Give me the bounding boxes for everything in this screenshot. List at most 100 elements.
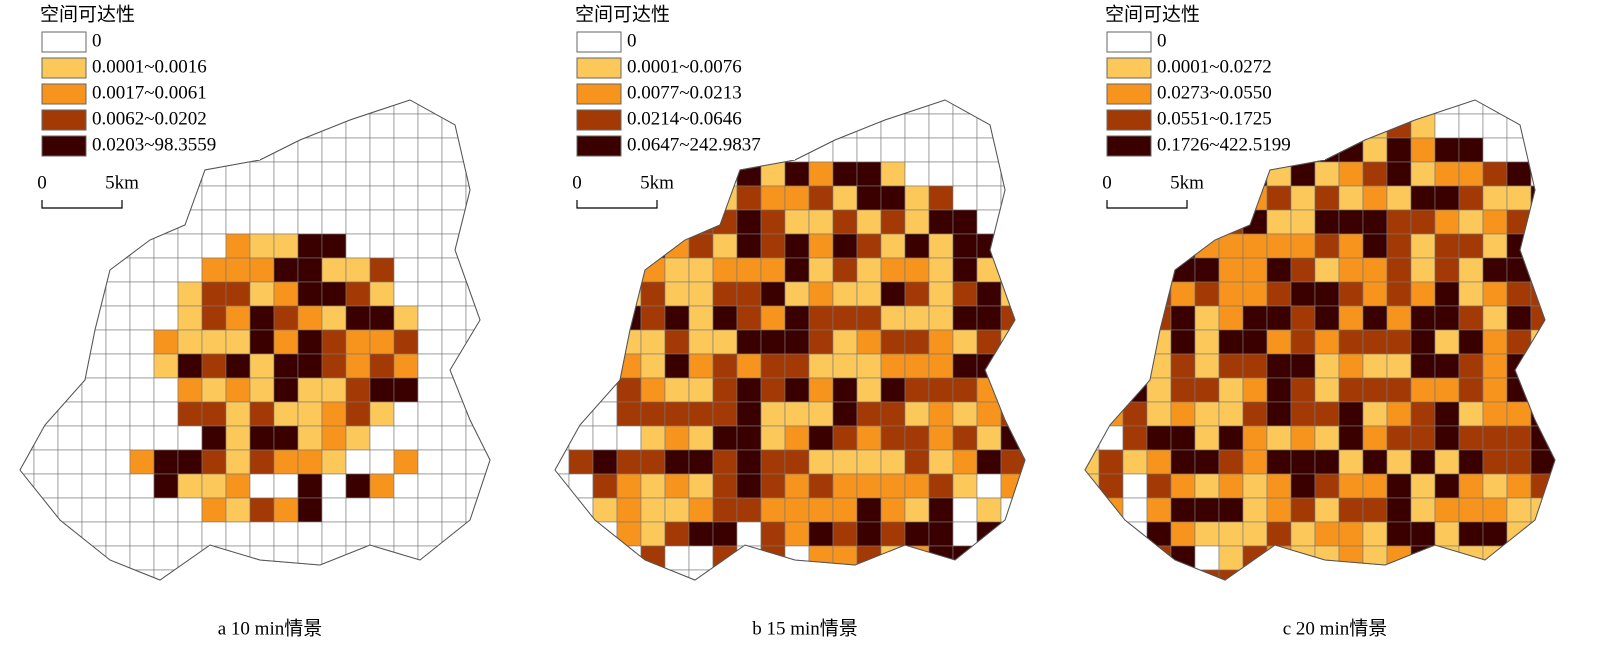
district [1434, 473, 1460, 499]
district [1338, 161, 1364, 187]
district [297, 425, 323, 451]
district [1085, 425, 1100, 451]
district [592, 545, 618, 571]
district [345, 353, 371, 379]
district [568, 377, 594, 403]
district [153, 497, 179, 523]
district [1242, 425, 1268, 451]
district [616, 233, 642, 259]
district [321, 257, 347, 283]
district [33, 497, 59, 523]
district [249, 353, 275, 379]
district [1410, 377, 1436, 403]
district [1290, 497, 1316, 523]
district [297, 497, 323, 523]
district [593, 594, 617, 618]
district [298, 594, 322, 618]
district [345, 425, 371, 451]
district [201, 545, 227, 571]
district [489, 569, 490, 580]
district [1024, 377, 1025, 403]
district [1122, 257, 1148, 283]
district [297, 281, 323, 307]
district [1290, 449, 1316, 475]
district [880, 185, 906, 211]
district [81, 545, 107, 571]
district [1554, 473, 1555, 499]
map-border [554, 99, 1026, 581]
district [1410, 257, 1436, 283]
district [1098, 377, 1124, 403]
district [1506, 185, 1532, 211]
district [832, 233, 858, 259]
district [1434, 137, 1460, 163]
district [808, 377, 834, 403]
district [249, 281, 275, 307]
district [977, 594, 1001, 618]
district [712, 257, 738, 283]
district [20, 569, 35, 580]
district [489, 449, 490, 475]
district [345, 401, 371, 427]
district [369, 473, 395, 499]
district [1242, 401, 1268, 427]
district [81, 233, 107, 259]
district [1242, 521, 1268, 547]
district [297, 353, 323, 379]
district [832, 473, 858, 499]
map-border [19, 99, 491, 581]
district [345, 329, 371, 355]
district [1170, 473, 1196, 499]
district [1242, 473, 1268, 499]
district [736, 545, 762, 571]
district [273, 305, 299, 331]
district [928, 425, 954, 451]
district [1530, 281, 1555, 307]
district [616, 257, 642, 283]
district [976, 449, 1002, 475]
district [592, 569, 618, 580]
district [832, 137, 858, 163]
district [177, 497, 203, 523]
district [153, 473, 179, 499]
district [689, 594, 713, 618]
district [1338, 281, 1364, 307]
district [1555, 594, 1579, 618]
district [129, 353, 155, 379]
district [1122, 305, 1148, 331]
district [555, 233, 570, 259]
district [688, 521, 714, 547]
district [369, 569, 395, 580]
district [1482, 353, 1508, 379]
district [808, 353, 834, 379]
district [249, 209, 275, 235]
legend-title: 空间可达性 [1105, 3, 1200, 25]
district [616, 377, 642, 403]
district [616, 401, 642, 427]
district [273, 545, 299, 571]
district [465, 425, 490, 451]
district [1218, 473, 1244, 499]
district [616, 473, 642, 499]
district [1386, 473, 1412, 499]
district [489, 161, 490, 187]
district [1194, 377, 1220, 403]
district [904, 305, 930, 331]
district [1000, 473, 1025, 499]
district [441, 113, 467, 139]
district [761, 594, 785, 618]
district [33, 377, 59, 403]
district [249, 497, 275, 523]
district [1098, 281, 1124, 307]
legend-label: 0.0203~98.3559 [92, 134, 216, 155]
district [880, 425, 906, 451]
district [1435, 594, 1459, 618]
district [1506, 353, 1532, 379]
district [760, 281, 786, 307]
district [369, 281, 395, 307]
legend-bg [30, 0, 260, 160]
district [1338, 113, 1364, 139]
district [808, 545, 834, 571]
district [1554, 233, 1555, 259]
